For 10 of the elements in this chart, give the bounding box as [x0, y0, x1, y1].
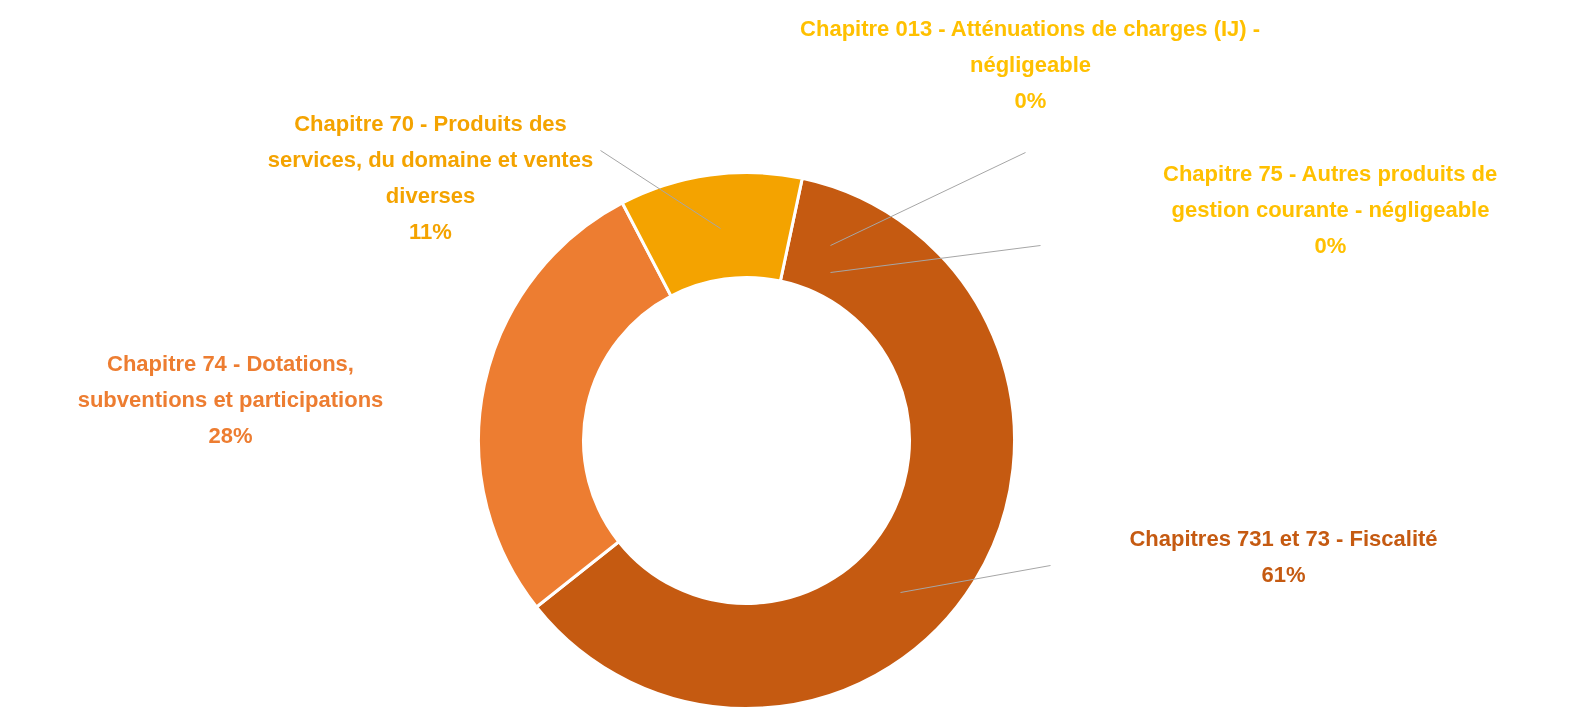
category-label: Chapitre 013 - Atténuations de charges (IJ) - négligeable [800, 15, 1261, 77]
data-label: 61% [1261, 561, 1306, 587]
category-label: Chapitre 75 - Autres produits de gestion courante - négligeable [1163, 160, 1498, 222]
slice-label: Chapitre 74 - Dotations, subventions et participations [77, 350, 384, 412]
slice-label: Chapitres 731 et 73 - Fiscalité [1129, 525, 1438, 551]
data-label: 11% [409, 218, 452, 244]
data-label: 28% [208, 422, 253, 448]
text: 0% [1014, 87, 1047, 113]
slice-label: Chapitre 70 - Produits des services, du domaine et ventes diverses [267, 110, 594, 208]
text: 0% [1314, 232, 1347, 258]
